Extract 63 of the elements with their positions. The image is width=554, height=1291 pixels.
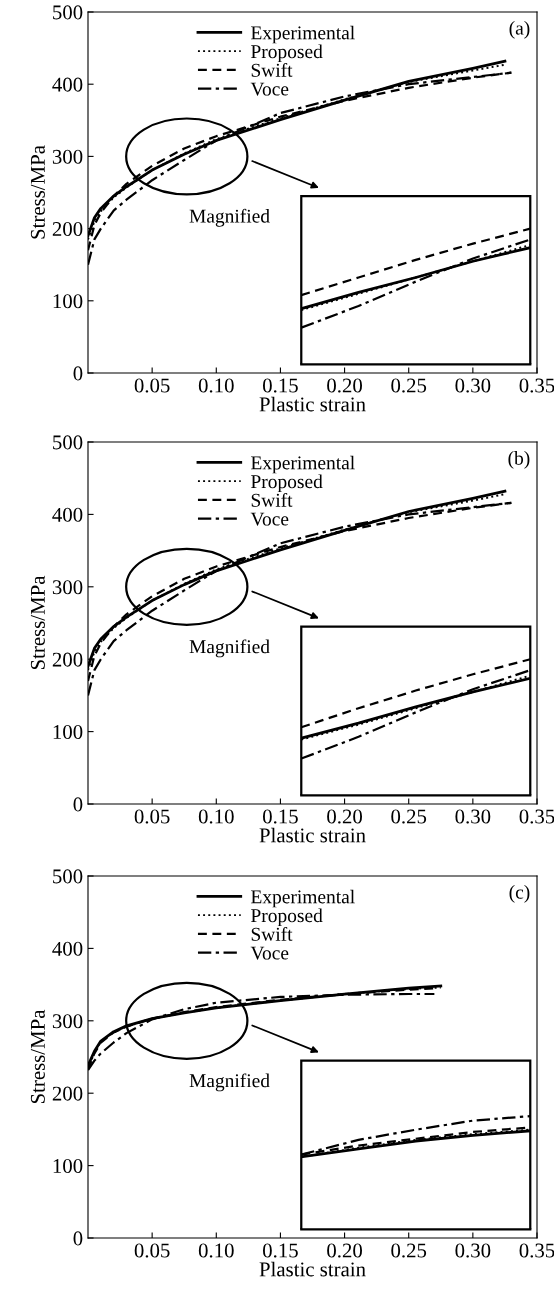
x-tick-label: 0.15	[262, 378, 298, 393]
legend-label: Voce	[250, 82, 289, 96]
x-tick-label: 0.25	[391, 1243, 427, 1258]
y-tick-label: 500	[53, 435, 83, 450]
x-tick-label: 0.10	[198, 378, 234, 393]
annotation: (b)	[508, 451, 530, 469]
annotation: (a)	[509, 21, 530, 39]
x-tick-label: 0.25	[391, 378, 427, 393]
legend-label: Experimental	[251, 889, 355, 908]
x-tick-label: 0.30	[455, 378, 491, 393]
x-tick-label: 0.30	[455, 809, 491, 824]
legend-label: Voce	[250, 946, 289, 960]
legend-label: Swift	[251, 492, 293, 507]
x-tick-label: 0.30	[455, 1243, 491, 1258]
y-tick-label: 0	[73, 366, 83, 381]
y-axis-title: Stress/MPa	[30, 1009, 45, 1104]
annotation: Magnified	[189, 208, 270, 227]
y-tick-label: 300	[52, 1014, 83, 1029]
x-tick-label: 0.20	[327, 378, 363, 393]
annotation: Magnified	[189, 1073, 270, 1092]
y-tick-label: 500	[53, 5, 83, 20]
x-tick-label: 0.15	[262, 1243, 298, 1258]
legend-label: Experimental	[251, 25, 355, 44]
y-tick-label: 200	[52, 652, 83, 667]
x-tick-label: 0.05	[134, 1243, 170, 1258]
y-tick-label: 0	[73, 1231, 83, 1246]
x-tick-label: 0.20	[327, 809, 363, 824]
legend-label: Proposed	[251, 44, 323, 63]
annotation: Magnified	[189, 639, 270, 658]
annotation: (c)	[509, 885, 530, 903]
x-tick-label: 0.35	[519, 809, 554, 824]
x-tick-label: 0.05	[134, 809, 170, 824]
y-tick-label: 300	[52, 149, 83, 164]
y-tick-label: 300	[52, 580, 83, 595]
y-axis-title: Stress/MPa	[30, 575, 45, 670]
y-axis-title: Stress/MPa	[30, 145, 45, 239]
y-tick-label: 400	[52, 941, 83, 956]
x-axis-title: Plastic strain	[259, 396, 366, 412]
x-tick-label: 0.35	[519, 1243, 554, 1258]
legend-label: Proposed	[251, 474, 323, 493]
y-tick-label: 400	[52, 77, 83, 92]
x-tick-label: 0.10	[198, 1243, 234, 1258]
legend-label: Proposed	[251, 908, 323, 927]
x-axis-title: Plastic strain	[259, 827, 366, 843]
x-tick-label: 0.20	[327, 1243, 363, 1258]
legend-label: Voce	[250, 512, 289, 526]
x-tick-label: 0.15	[262, 809, 298, 824]
y-tick-label: 0	[73, 797, 83, 812]
legend-label: Swift	[251, 62, 293, 77]
x-tick-label: 0.05	[134, 378, 170, 393]
y-tick-label: 500	[53, 869, 83, 884]
x-tick-label: 0.25	[391, 809, 427, 824]
x-tick-label: 0.35	[519, 378, 554, 393]
y-tick-label: 100	[53, 1158, 83, 1174]
legend-label: Experimental	[251, 455, 355, 474]
x-axis-title: Plastic strain	[259, 1261, 366, 1277]
y-tick-label: 200	[52, 221, 83, 237]
y-tick-label: 400	[52, 507, 83, 522]
y-tick-label: 100	[53, 294, 83, 309]
y-tick-label: 100	[53, 724, 83, 740]
y-tick-label: 200	[52, 1086, 83, 1101]
x-tick-label: 0.10	[198, 809, 234, 824]
legend-label: Swift	[251, 926, 293, 941]
